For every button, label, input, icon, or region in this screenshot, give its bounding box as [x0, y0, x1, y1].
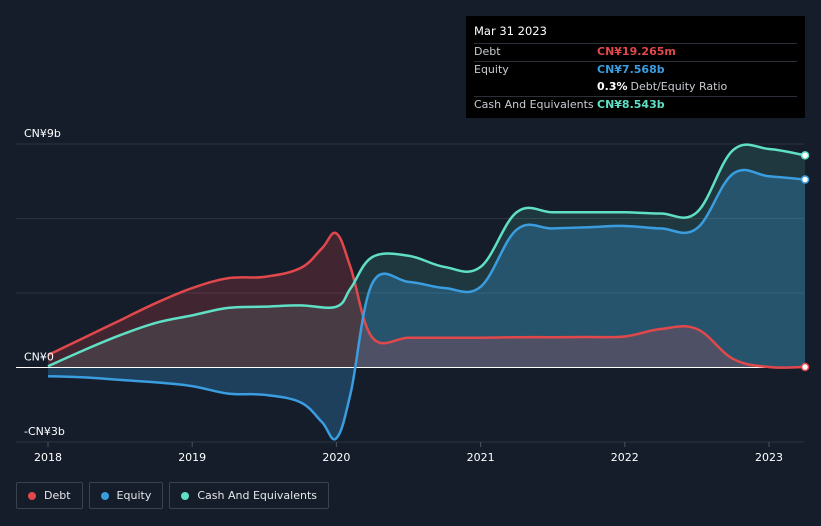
tooltip-row-equity: Equity CN¥7.568b: [474, 61, 797, 79]
endpoint-debt: [800, 362, 810, 372]
tooltip-value: CN¥8.543b: [597, 98, 665, 111]
series-endpoints: [800, 151, 810, 372]
legend-label: Debt: [44, 489, 71, 502]
cash-dot-icon: [181, 491, 190, 500]
x-tick-label: 2020: [322, 451, 350, 464]
y-tick-label: CN¥9b: [24, 127, 61, 140]
debt-dot-icon: [28, 491, 36, 500]
legend-item-cash[interactable]: Cash And Equivalents: [169, 482, 329, 509]
series-areas: [48, 144, 806, 440]
line-cash-and-equivalents: [47, 143, 806, 368]
legend-item-debt[interactable]: Debt: [16, 482, 83, 509]
y-tick-label: CN¥0: [24, 351, 54, 364]
legend-item-equity[interactable]: Equity: [88, 482, 164, 509]
tooltip-date: Mar 31 2023: [474, 24, 547, 38]
legend-label: Equity: [116, 489, 152, 502]
tooltip-panel: Mar 31 2023 Debt CN¥19.265m Equity CN¥7.…: [466, 16, 805, 118]
tooltip-value: CN¥19.265m: [597, 45, 676, 58]
tooltip-row-debt: Debt CN¥19.265m: [474, 43, 797, 61]
endpoint-cash-and-equivalents: [800, 151, 810, 160]
gridlines: [16, 143, 804, 447]
x-tick-label: 2021: [467, 451, 495, 464]
tooltip-label: Cash And Equivalents: [474, 98, 594, 111]
x-tick-label: 2023: [755, 451, 783, 464]
tooltip-value: 0.3%: [597, 80, 628, 93]
equity-dot-icon: [100, 491, 109, 500]
tooltip-row-ratio: 0.3% Debt/Equity Ratio: [474, 79, 797, 96]
area-equity: [48, 170, 806, 440]
area-debt: [48, 232, 806, 368]
x-tick-label: 2022: [611, 451, 639, 464]
tooltip-label: Equity: [474, 63, 509, 76]
line-equity: [47, 168, 806, 441]
legend: Debt Equity Cash And Equivalents: [16, 482, 329, 509]
tooltip-ratio-label: Debt/Equity Ratio: [630, 80, 728, 93]
x-axis-ticks: 2018 2019 2020 2021 2022 2023: [34, 451, 783, 464]
series-lines: [16, 143, 806, 441]
y-tick-label: -CN¥3b: [24, 425, 65, 438]
x-tick-label: 2018: [34, 451, 62, 464]
legend-label: Cash And Equivalents: [197, 489, 317, 502]
y-axis-ticks: CN¥9b CN¥0 -CN¥3b: [24, 127, 65, 438]
tooltip-row-cash: Cash And Equivalents CN¥8.543b: [474, 96, 797, 114]
endpoint-equity: [800, 175, 810, 184]
tooltip-label: Debt: [474, 45, 501, 58]
area-cash-and-equivalents: [48, 144, 806, 368]
tooltip-ratio: 0.3% Debt/Equity Ratio: [597, 79, 727, 95]
x-tick-label: 2019: [178, 451, 206, 464]
tooltip-value: CN¥7.568b: [597, 63, 665, 76]
line-debt: [47, 231, 806, 369]
